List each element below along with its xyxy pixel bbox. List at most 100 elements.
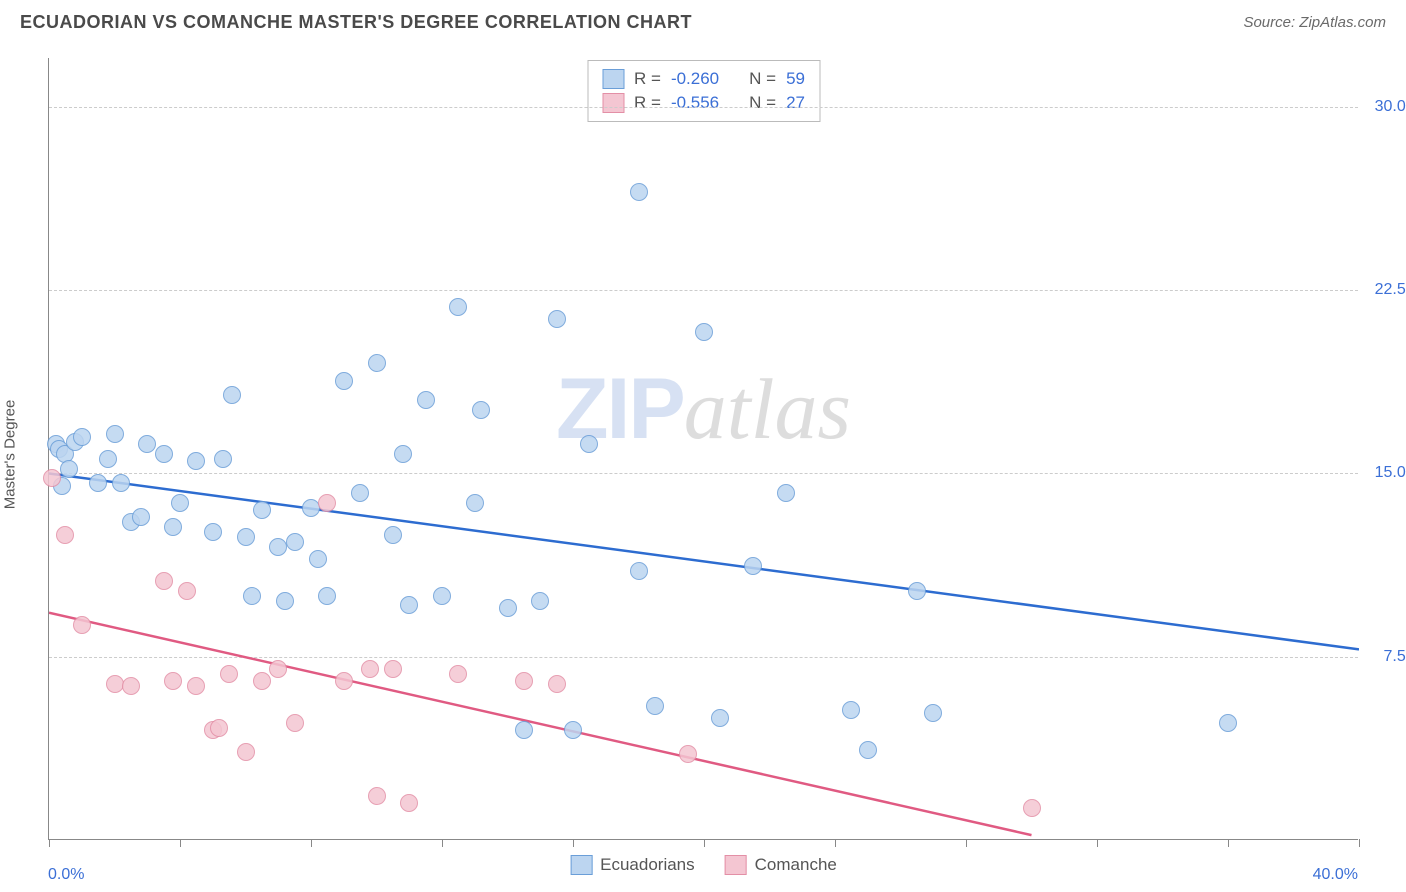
y-axis-label: Master's Degree (2, 400, 19, 510)
source-attribution: Source: ZipAtlas.com (1243, 14, 1386, 31)
data-point (106, 675, 124, 693)
data-point (112, 474, 130, 492)
legend-item-ecuadorians: Ecuadorians (570, 855, 695, 875)
data-point (171, 494, 189, 512)
x-tick (1097, 839, 1098, 847)
data-point (187, 452, 205, 470)
trend-line (49, 473, 1359, 649)
data-point (711, 709, 729, 727)
x-tick (1228, 839, 1229, 847)
data-point (924, 704, 942, 722)
x-tick (966, 839, 967, 847)
y-tick-label: 7.5% (1384, 648, 1406, 666)
data-point (220, 665, 238, 683)
data-point (499, 599, 517, 617)
data-point (73, 616, 91, 634)
data-point (187, 677, 205, 695)
y-tick-label: 22.5% (1375, 281, 1406, 299)
data-point (351, 484, 369, 502)
legend-label: Comanche (755, 855, 837, 875)
data-point (276, 592, 294, 610)
data-point (630, 183, 648, 201)
data-point (210, 719, 228, 737)
data-point (859, 741, 877, 759)
data-point (155, 445, 173, 463)
data-point (318, 494, 336, 512)
data-point (237, 528, 255, 546)
data-point (243, 587, 261, 605)
data-point (908, 582, 926, 600)
data-point (237, 743, 255, 761)
data-point (155, 572, 173, 590)
data-point (89, 474, 107, 492)
data-point (580, 435, 598, 453)
data-point (384, 526, 402, 544)
data-point (138, 435, 156, 453)
data-point (400, 596, 418, 614)
data-point (106, 425, 124, 443)
data-point (384, 660, 402, 678)
data-point (368, 787, 386, 805)
data-point (368, 354, 386, 372)
data-point (178, 582, 196, 600)
data-point (286, 714, 304, 732)
data-point (449, 298, 467, 316)
data-point (56, 526, 74, 544)
data-point (695, 323, 713, 341)
y-tick-label: 30.0% (1375, 98, 1406, 116)
data-point (394, 445, 412, 463)
chart-header: ECUADORIAN VS COMANCHE MASTER'S DEGREE C… (0, 0, 1406, 41)
data-point (777, 484, 795, 502)
data-point (564, 721, 582, 739)
data-point (433, 587, 451, 605)
legend-item-comanche: Comanche (725, 855, 837, 875)
data-point (164, 672, 182, 690)
legend-swatch-comanche (725, 855, 747, 875)
x-tick (1359, 839, 1360, 847)
data-point (842, 701, 860, 719)
data-point (335, 672, 353, 690)
data-point (223, 386, 241, 404)
series-legend: Ecuadorians Comanche (570, 855, 837, 875)
y-tick-label: 15.0% (1375, 464, 1406, 482)
data-point (122, 677, 140, 695)
data-point (679, 745, 697, 763)
data-point (309, 550, 327, 568)
data-point (60, 460, 78, 478)
data-point (335, 372, 353, 390)
data-point (630, 562, 648, 580)
x-tick (704, 839, 705, 847)
data-point (269, 660, 287, 678)
data-point (318, 587, 336, 605)
data-point (214, 450, 232, 468)
data-point (449, 665, 467, 683)
data-point (286, 533, 304, 551)
x-axis-max-label: 40.0% (1313, 866, 1358, 884)
data-point (472, 401, 490, 419)
data-point (646, 697, 664, 715)
data-point (164, 518, 182, 536)
data-point (417, 391, 435, 409)
x-tick (180, 839, 181, 847)
data-point (1219, 714, 1237, 732)
data-point (400, 794, 418, 812)
data-point (253, 672, 271, 690)
data-point (253, 501, 271, 519)
x-tick (442, 839, 443, 847)
data-point (269, 538, 287, 556)
data-point (1023, 799, 1041, 817)
data-point (204, 523, 222, 541)
x-tick (49, 839, 50, 847)
data-point (73, 428, 91, 446)
data-point (302, 499, 320, 517)
x-tick (835, 839, 836, 847)
data-point (548, 675, 566, 693)
x-tick (573, 839, 574, 847)
trend-lines (49, 58, 1359, 840)
legend-swatch-ecuadorians (570, 855, 592, 875)
trend-line (49, 613, 1032, 835)
data-point (132, 508, 150, 526)
data-point (531, 592, 549, 610)
legend-label: Ecuadorians (600, 855, 695, 875)
data-point (361, 660, 379, 678)
